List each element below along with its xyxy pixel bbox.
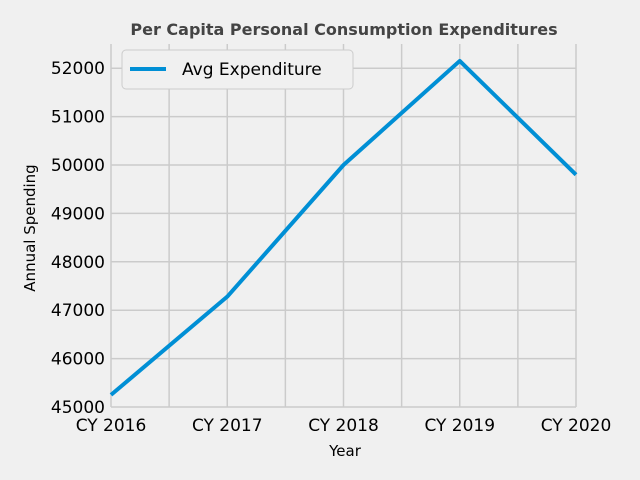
y-tick-label: 46000: [51, 350, 105, 370]
legend: Avg Expenditure: [121, 49, 354, 90]
y-tick-label: 49000: [51, 204, 105, 224]
legend-label: Avg Expenditure: [182, 60, 322, 80]
x-tick-label: CY 2020: [541, 416, 612, 436]
x-tick-label: CY 2017: [192, 416, 263, 436]
x-tick-label: CY 2016: [76, 416, 147, 436]
y-tick-label: 52000: [51, 59, 105, 79]
x-tick-label: CY 2019: [424, 416, 495, 436]
y-tick-label: 51000: [51, 108, 105, 128]
legend-box: [121, 49, 354, 90]
chart-title: Per Capita Personal Consumption Expendit…: [130, 20, 557, 39]
series-group: [109, 58, 578, 397]
series-line: [109, 58, 578, 397]
ticks-group: 45000 46000 47000 48000 49000 50000 51000 52000…: [51, 59, 611, 436]
grid: [110, 44, 577, 408]
x-axis-label: Year: [328, 442, 362, 460]
y-tick-label: 50000: [51, 156, 105, 176]
y-tick-label: 47000: [51, 301, 105, 321]
x-tick-label: CY 2018: [308, 416, 379, 436]
y-tick-label: 45000: [51, 398, 105, 418]
y-tick-label: 48000: [51, 253, 105, 273]
y-axis-label: Annual Spending: [21, 164, 39, 291]
